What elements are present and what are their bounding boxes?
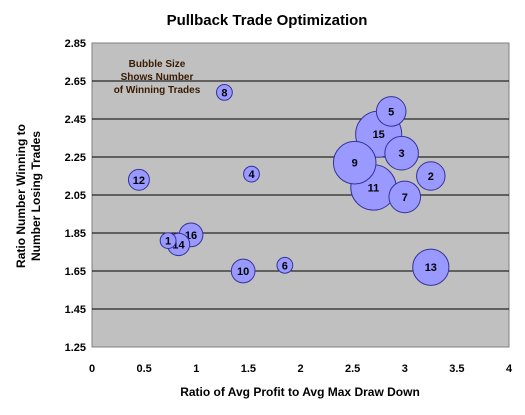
- bubble-size-note: Bubble Size Shows Number of Winning Trad…: [114, 59, 201, 96]
- x-tick-label: 1: [193, 363, 199, 375]
- y-tick-label: 1.65: [65, 266, 86, 278]
- bubble-label: 9: [352, 158, 358, 170]
- x-tick-label: 0: [89, 363, 95, 375]
- bubble-4: 4: [243, 165, 260, 183]
- bubble-circle: [412, 248, 450, 286]
- bubble-label: 15: [373, 129, 385, 141]
- y-tick-label: 2.85: [65, 38, 86, 50]
- bubble-label: 8: [221, 87, 227, 99]
- x-tick-label: 2.5: [345, 363, 360, 375]
- x-tick-label: 0.5: [136, 363, 151, 375]
- bubble-10: 10: [230, 258, 256, 284]
- bubble-label: 11: [368, 182, 380, 194]
- y-tick-label: 1.85: [65, 228, 86, 240]
- note-line-1: Bubble Size: [129, 59, 186, 70]
- bubble-5: 5: [375, 96, 407, 127]
- bubble-circle: [375, 96, 407, 127]
- y-tick-label: 1.25: [65, 342, 86, 354]
- bubble-1: 1: [159, 232, 177, 250]
- chart-title: Pullback Trade Optimization: [167, 12, 368, 29]
- y-tick-label: 2.25: [65, 152, 86, 164]
- bubble-circle: [215, 83, 233, 101]
- bubble-circle: [416, 161, 446, 191]
- y-axis-ticks: 1.25 1.45 1.65 1.85 2.05 2.25 2.45 2.65 2.85: [65, 38, 86, 354]
- x-tick-label: 2: [297, 363, 303, 375]
- bubble-label: 2: [428, 171, 434, 183]
- y-axis-label-line-2: Number Losing Trades: [29, 131, 43, 261]
- x-axis-label: Ratio of Avg Profit to Avg Max Draw Down: [180, 385, 420, 399]
- y-tick-label: 1.45: [65, 304, 86, 316]
- bubble-label: 4: [248, 169, 255, 181]
- bubble-label: 12: [133, 175, 145, 187]
- bubble-circle: [388, 180, 422, 214]
- x-axis-ticks: 0 0.5 1 1.5 2 2.5 3 3.5 4: [89, 363, 513, 375]
- bubble-6: 6: [276, 256, 294, 274]
- bubble-label: 7: [402, 192, 408, 204]
- bubble-label: 6: [282, 260, 288, 272]
- y-tick-label: 2.05: [65, 190, 86, 202]
- bubble-3: 3: [384, 135, 419, 171]
- y-tick-label: 2.65: [65, 76, 86, 88]
- bubble-label: 5: [388, 106, 394, 118]
- bubble-circle: [127, 168, 150, 191]
- bubble-circle: [276, 256, 294, 274]
- bubble-13: 13: [412, 248, 450, 286]
- x-tick-label: 1.5: [241, 363, 256, 375]
- bubble-circle: [332, 140, 377, 185]
- y-axis-label-line-1: Ratio Number Winning to: [14, 124, 28, 268]
- y-tick-label: 2.45: [65, 114, 86, 126]
- bubble-label: 10: [237, 266, 249, 278]
- bubble-circle: [159, 232, 177, 250]
- bubble-7: 7: [388, 180, 422, 214]
- bubble-8: 8: [215, 83, 233, 101]
- note-line-3: of Winning Trades: [114, 85, 201, 96]
- note-line-2: Shows Number: [121, 72, 194, 83]
- bubble-circle: [243, 165, 260, 183]
- bubble-label: 1: [165, 236, 171, 248]
- bubble-circle: [230, 258, 256, 284]
- bubble-circle: [384, 135, 419, 171]
- bubble-9: 9: [332, 140, 377, 185]
- x-tick-label: 3: [402, 363, 408, 375]
- bubble-label: 13: [425, 262, 437, 274]
- bubble-2: 2: [416, 161, 446, 191]
- x-tick-label: 3.5: [449, 363, 464, 375]
- x-tick-label: 4: [506, 363, 513, 375]
- bubble-12: 12: [127, 168, 150, 191]
- bubble-label: 3: [399, 148, 405, 160]
